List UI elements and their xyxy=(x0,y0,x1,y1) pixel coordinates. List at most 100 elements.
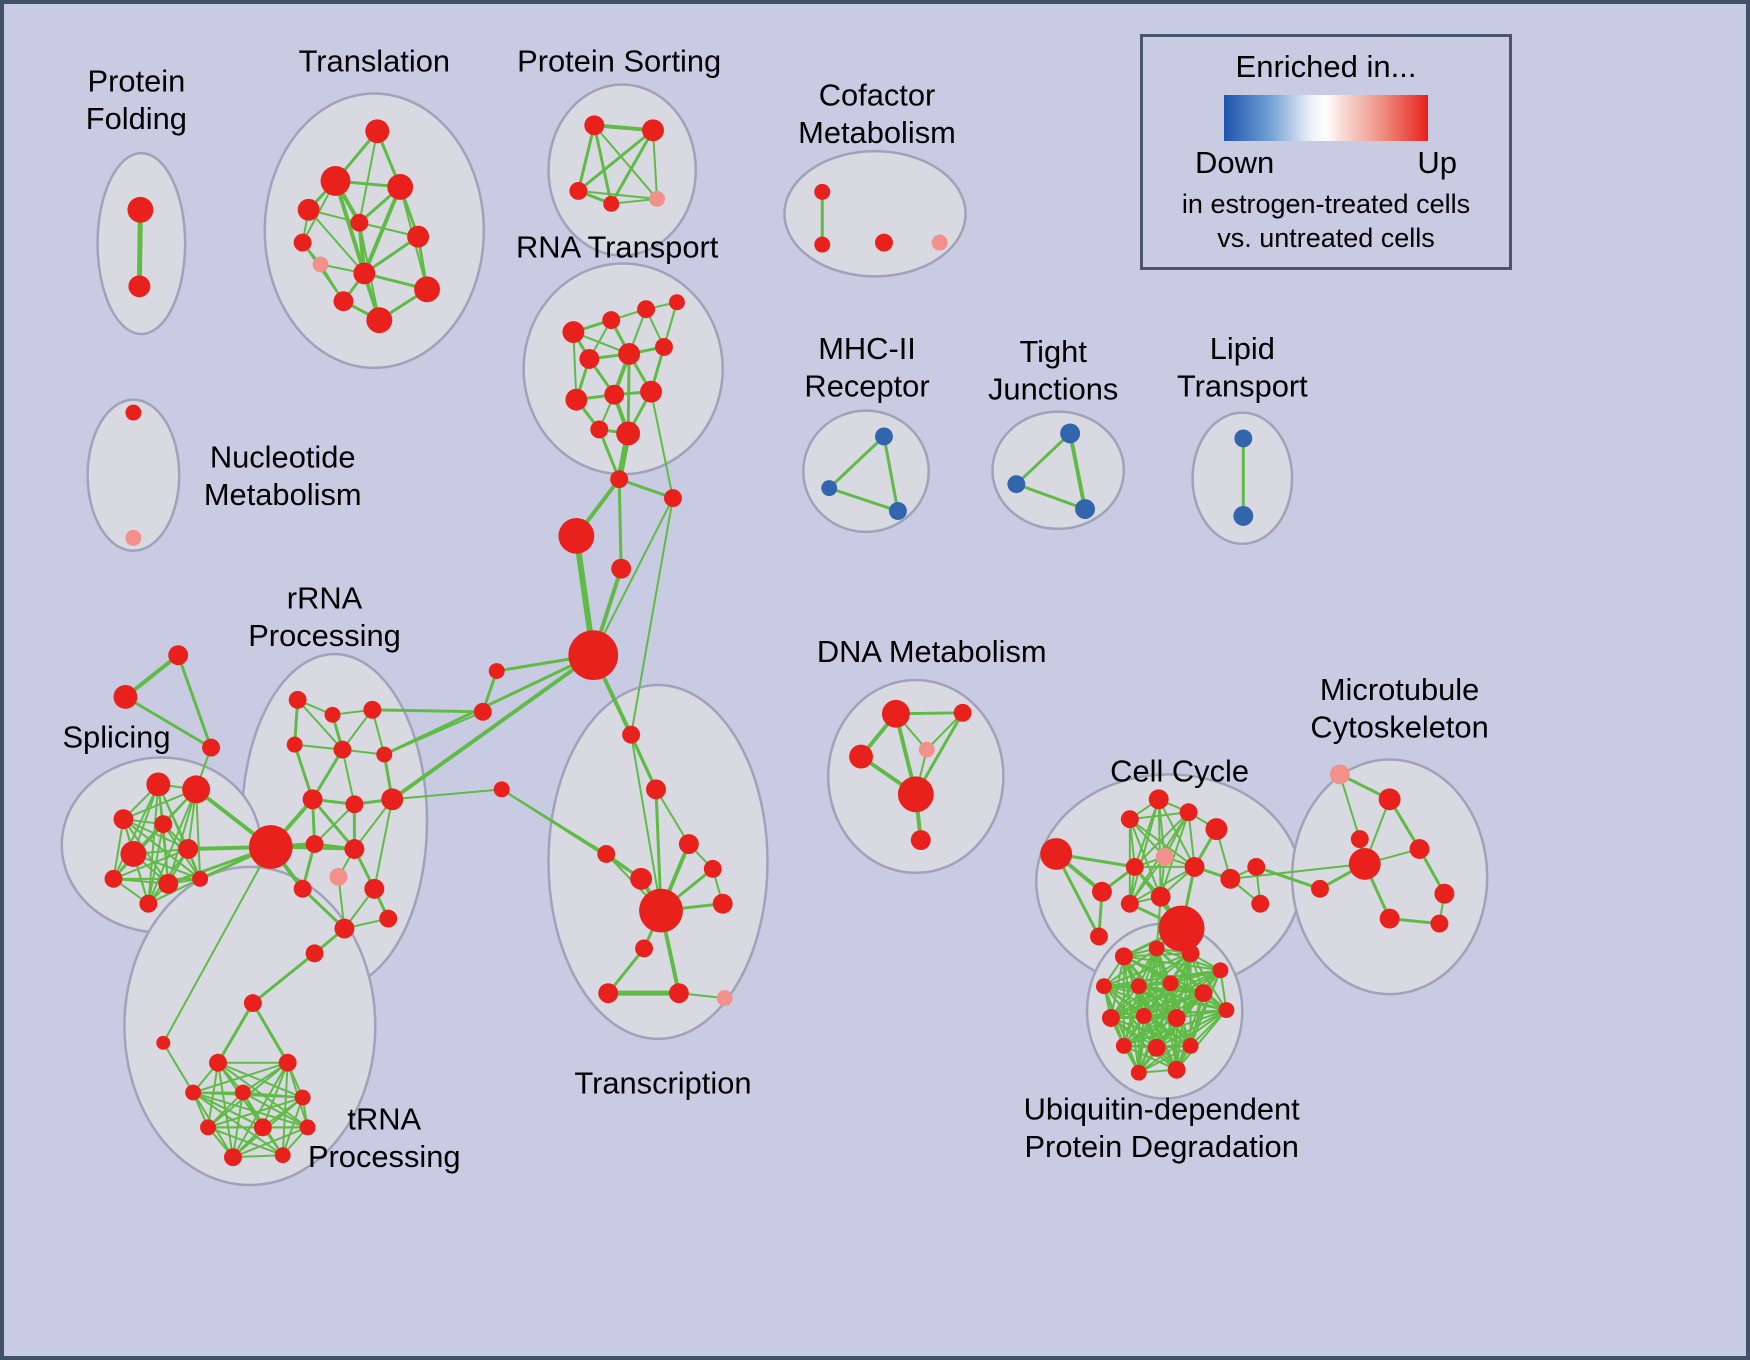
node-ta1 xyxy=(168,645,189,666)
edge-sp3-sp7 xyxy=(112,818,125,880)
edge-tn5-tn6 xyxy=(241,1091,304,1099)
node-rr3 xyxy=(363,700,382,719)
node-cc3 xyxy=(1120,810,1139,829)
node-pf1 xyxy=(127,196,154,223)
node-sp6 xyxy=(178,839,199,859)
node-cf2 xyxy=(814,236,831,253)
edge-ps3-ps5 xyxy=(577,189,658,200)
cluster-label-protein-folding: Folding xyxy=(86,101,187,136)
node-cc4 xyxy=(1148,789,1169,810)
node-ta3 xyxy=(202,738,221,757)
node-tc3 xyxy=(678,834,699,854)
node-tn11 xyxy=(274,1147,291,1164)
edge-ps2-ps4 xyxy=(609,128,655,206)
legend-gradient-bar xyxy=(1224,95,1428,141)
cluster-label-ubiquitin-degradation: Protein Degradation xyxy=(1024,1129,1298,1164)
node-cn2 xyxy=(663,489,682,508)
edge-ta1-ta3 xyxy=(176,653,213,750)
cluster-label-trna-processing: tRNA xyxy=(347,1101,421,1136)
cluster-label-nucleotide-metabolism: Metabolism xyxy=(204,477,362,512)
node-cf1 xyxy=(814,183,831,200)
cluster-ellipse-cofactor-metabolism xyxy=(783,149,967,278)
edge-ub9-ub14 xyxy=(1155,1009,1228,1049)
edge-ub8-ub17 xyxy=(1175,992,1205,1071)
node-dm5 xyxy=(897,776,934,813)
node-cc5 xyxy=(1179,803,1198,822)
node-cc11 xyxy=(1247,857,1266,876)
node-nm2 xyxy=(125,529,142,546)
edge-ps1-ps4 xyxy=(592,123,613,206)
edge-ub8-ub13 xyxy=(1122,992,1205,1047)
cluster-label-microtubule-cytoskeleton: Cytoskeleton xyxy=(1310,710,1488,745)
edge-sp1-sp10 xyxy=(147,783,160,905)
node-ub2 xyxy=(1148,940,1165,957)
cluster-ellipse-mhc-ii-receptor xyxy=(802,409,930,534)
edge-mt1-mt3 xyxy=(1338,773,1361,841)
cluster-label-lipid-transport: Transport xyxy=(1177,369,1308,404)
node-ub13 xyxy=(1115,1037,1132,1054)
cluster-label-cell-cycle: Cell Cycle xyxy=(1110,753,1249,788)
node-rr1 xyxy=(288,690,307,709)
node-ta2 xyxy=(113,684,138,709)
edge-tj1-tj2 xyxy=(1014,431,1072,486)
node-mt2 xyxy=(1378,788,1401,811)
node-ub15 xyxy=(1182,1037,1199,1054)
edge-cc5-cc8 xyxy=(1133,811,1190,868)
cluster-label-rrna-processing: rRNA xyxy=(287,580,363,615)
node-tc12 xyxy=(716,990,733,1007)
node-tn5 xyxy=(234,1084,251,1101)
edge-ub10-ub17 xyxy=(1109,1017,1178,1071)
node-ub8 xyxy=(1194,984,1213,1003)
node-tn12 xyxy=(156,1035,171,1050)
edge-cn2-cn5 xyxy=(592,497,674,657)
edge-mh1-mh3 xyxy=(882,434,900,513)
node-cc16 xyxy=(1251,894,1270,913)
node-rr8 xyxy=(302,789,323,810)
node-ub16 xyxy=(1130,1064,1147,1081)
node-cc9 xyxy=(1184,856,1205,877)
cluster-label-cofactor-metabolism: Metabolism xyxy=(798,115,956,150)
node-tj2 xyxy=(1007,475,1026,494)
node-cc13 xyxy=(1150,886,1171,907)
edge-cc3-cc9 xyxy=(1128,818,1196,868)
node-tc1 xyxy=(622,725,641,744)
edge-cn1-cn2 xyxy=(617,477,675,500)
edge-tn2-tn7 xyxy=(207,1061,220,1129)
node-rt8 xyxy=(565,388,588,411)
node-rt11 xyxy=(590,420,609,439)
node-tn6 xyxy=(294,1089,311,1106)
node-mt4 xyxy=(1409,839,1430,859)
node-rr11 xyxy=(305,835,324,853)
node-cn1 xyxy=(610,470,629,489)
node-ub6 xyxy=(1130,978,1147,995)
node-lp2 xyxy=(1233,506,1254,526)
edge-tn1-tn3 xyxy=(251,1001,290,1065)
node-cc7 xyxy=(1155,848,1174,866)
node-rr7 xyxy=(248,825,293,869)
node-cn6 xyxy=(488,663,505,680)
node-tn7 xyxy=(200,1119,217,1136)
cluster-label-ubiquitin-degradation: Ubiquitin-dependent xyxy=(1024,1091,1301,1126)
node-mt5 xyxy=(1348,848,1381,880)
node-mh2 xyxy=(821,480,838,497)
edge-ub9-ub11 xyxy=(1142,1009,1228,1018)
node-tc10 xyxy=(598,983,619,1004)
node-ub7 xyxy=(1162,975,1179,992)
node-cn5 xyxy=(568,630,619,680)
edge-ps2-ps5 xyxy=(652,129,658,200)
cluster-label-nucleotide-metabolism: Nucleotide xyxy=(210,439,356,474)
node-tr11 xyxy=(333,291,354,312)
node-tr9 xyxy=(353,262,376,285)
cluster-label-microtubule-cytoskeleton: Microtubule xyxy=(1320,672,1479,707)
node-tr8 xyxy=(312,256,329,273)
node-cf3 xyxy=(875,233,893,252)
legend: Enriched in... Down Up in estrogen-treat… xyxy=(1140,34,1512,270)
node-rr15 xyxy=(364,878,385,899)
node-dm6 xyxy=(910,830,931,850)
edge-tn4-tn9 xyxy=(192,1091,309,1129)
node-mh3 xyxy=(888,502,907,520)
edge-tn9-tn10 xyxy=(231,1126,309,1159)
node-dm3 xyxy=(849,744,874,769)
node-cc1 xyxy=(1040,838,1073,870)
